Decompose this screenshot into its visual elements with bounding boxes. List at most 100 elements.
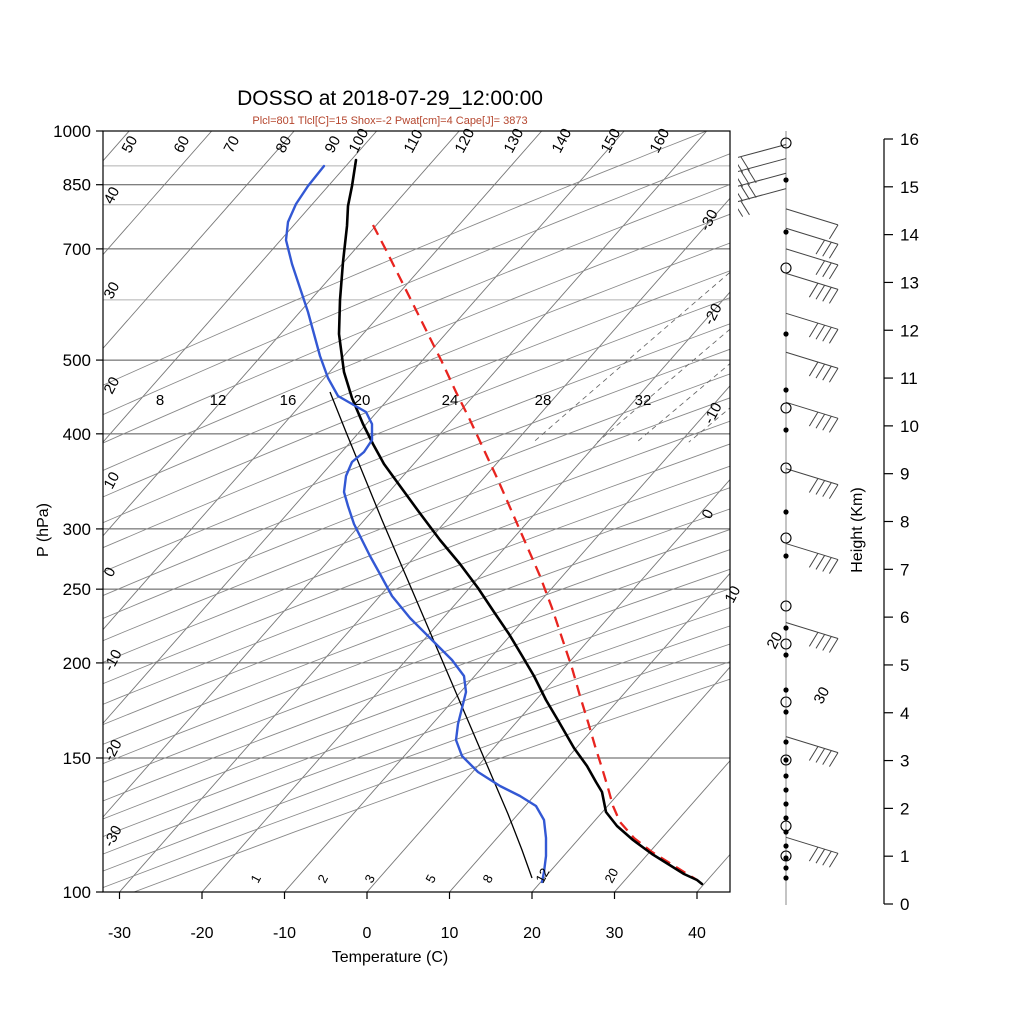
dry-adiabat-label: 90	[322, 133, 345, 156]
wind-barb-shaft	[785, 227, 839, 245]
wind-barb-feather	[815, 363, 826, 379]
wind-barb-feather	[828, 244, 839, 259]
temperature-curve	[337, 158, 704, 886]
wind-barb-feather	[738, 208, 744, 217]
wind-barb-feather	[740, 170, 750, 186]
wind-level-dot	[783, 687, 789, 693]
isotherm-label: 24	[442, 392, 459, 409]
pressure-tick-label: 500	[63, 351, 91, 370]
wind-barb-feather	[808, 322, 819, 338]
temperature-tick-label: -20	[190, 925, 213, 942]
plot-frame	[102, 130, 731, 893]
wind-barb-feather	[747, 183, 757, 198]
wind-level-dot	[783, 709, 789, 715]
wind-level-dot	[783, 855, 789, 861]
wind-barb-feather	[738, 178, 744, 187]
wind-barb-shaft	[785, 208, 839, 226]
wind-level-dot	[783, 739, 789, 745]
wind-level-dot	[783, 757, 789, 763]
pressure-tick-label: 100	[63, 883, 91, 902]
wind-level-circle	[780, 262, 792, 274]
wind-level-circle	[780, 137, 792, 149]
pressure-tick-label: 1000	[53, 122, 91, 141]
wind-level-circle	[780, 696, 792, 708]
height-tick-label: 0	[900, 895, 909, 914]
wind-barb-feather	[822, 557, 832, 572]
moist-adiabat-label: 30	[811, 684, 834, 707]
wind-barb-feather	[828, 853, 839, 868]
wind-barb-feather	[828, 367, 839, 383]
height-tick-label: 5	[900, 656, 909, 675]
pressure-tick-label: 700	[63, 240, 91, 259]
wind-level-dot	[783, 387, 789, 393]
wind-barb-feather	[815, 634, 826, 649]
wind-level-circle	[780, 638, 792, 650]
wind-level-circle	[780, 402, 792, 414]
wind-barb-feather	[815, 260, 826, 276]
isotherm-label: 12	[210, 392, 227, 409]
height-tick-label: 12	[900, 321, 919, 340]
wind-level-dot	[783, 177, 789, 183]
wind-barb-feather	[822, 241, 832, 257]
isotherm-label: 32	[635, 392, 652, 409]
wind-barb-feather	[808, 553, 819, 568]
temperature-tick-label: 30	[606, 925, 624, 942]
y2-axis-label: Height (Km)	[849, 487, 866, 572]
wind-barb-feather	[828, 559, 839, 574]
wind-level-dot	[783, 652, 789, 658]
moist-adiabat-label: 10	[722, 583, 745, 606]
wind-level-circle	[780, 462, 792, 474]
wind-barb-feather	[738, 163, 744, 173]
wind-barb-feather	[828, 329, 839, 344]
wind-barb-feather	[822, 482, 832, 497]
wind-barb-shaft	[738, 172, 787, 187]
wind-barb-shaft	[785, 272, 839, 290]
wind-barb-feather	[815, 748, 826, 763]
wind-barb-column	[738, 131, 839, 905]
isotherm-label: 16	[280, 392, 297, 409]
wind-level-dot	[783, 843, 789, 849]
dry-adiabat-label: 80	[273, 133, 296, 156]
height-tick-label: 1	[900, 847, 909, 866]
wind-level-dot	[783, 787, 789, 793]
isotherm-label: 20	[101, 374, 124, 397]
temperature-tick-label: -10	[273, 925, 296, 942]
isotherm-label: 30	[101, 279, 124, 302]
wind-level-circle	[780, 850, 792, 862]
wind-barb-shaft	[785, 543, 839, 561]
moist-adiabat-label: 20	[764, 629, 787, 652]
wind-barb-shaft	[785, 836, 839, 854]
height-tick-label: 15	[900, 178, 919, 197]
wind-barb-feather	[815, 239, 826, 255]
wind-level-circle	[780, 600, 792, 612]
height-tick-label: 13	[900, 273, 919, 292]
wind-level-dot	[783, 815, 789, 821]
height-tick-label: 16	[900, 130, 919, 149]
wind-barb-feather	[822, 850, 832, 866]
wind-barb-feather	[828, 752, 839, 767]
isotherm-label: 28	[535, 392, 552, 409]
mixing-ratio-label: 20	[601, 866, 621, 886]
height-tick-label: 8	[900, 513, 909, 532]
wind-level-dot	[783, 875, 789, 881]
dry-adiabat-label: 50	[119, 133, 142, 156]
temperature-tick-label: -30	[108, 925, 131, 942]
isotherm-label: 8	[156, 392, 164, 409]
wind-barb-feather	[822, 287, 832, 302]
wind-level-dot	[783, 509, 789, 515]
height-tick-label: 9	[900, 465, 909, 484]
wind-barb-feather	[815, 555, 826, 570]
wind-barb-feather	[808, 478, 819, 493]
dry-adiabat-label: 60	[171, 133, 194, 156]
wind-barb-feather	[808, 846, 819, 862]
wind-barb-shaft	[785, 312, 839, 330]
wind-level-dot	[783, 553, 789, 559]
x-axis-label: Temperature (C)	[332, 949, 448, 966]
wind-level-dot	[783, 801, 789, 807]
wind-barb-feather	[822, 416, 832, 431]
wind-barb-feather	[808, 411, 819, 427]
